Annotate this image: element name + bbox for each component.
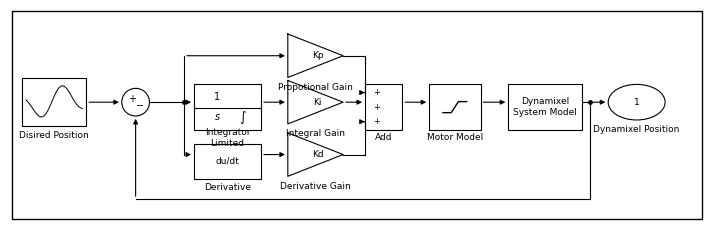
- Text: s: s: [215, 112, 220, 122]
- Text: Dynamixel Position: Dynamixel Position: [594, 125, 680, 134]
- Text: Disired Position: Disired Position: [19, 131, 89, 140]
- Text: Ki: Ki: [313, 98, 322, 107]
- Ellipse shape: [608, 84, 665, 120]
- Polygon shape: [288, 80, 343, 124]
- Text: Integrator
Limited: Integrator Limited: [205, 128, 251, 148]
- Circle shape: [122, 88, 150, 116]
- Text: Integral Gain: Integral Gain: [286, 129, 345, 138]
- Text: 1: 1: [634, 98, 639, 107]
- Bar: [22, 79, 86, 126]
- Text: +: +: [127, 94, 136, 104]
- Text: Propotional Gain: Propotional Gain: [278, 83, 353, 92]
- Text: Derivative: Derivative: [204, 183, 251, 192]
- Text: +: +: [372, 117, 379, 126]
- Text: +: +: [372, 88, 379, 97]
- Text: +: +: [372, 103, 379, 112]
- Bar: [508, 84, 582, 130]
- Bar: [194, 84, 261, 130]
- Text: Motor Model: Motor Model: [426, 133, 483, 142]
- Text: −: −: [135, 101, 144, 111]
- Bar: [12, 11, 702, 219]
- Bar: [429, 84, 481, 130]
- Text: Derivative Gain: Derivative Gain: [280, 182, 351, 191]
- Text: ∫: ∫: [239, 111, 246, 124]
- Polygon shape: [288, 133, 343, 176]
- Text: du/dt: du/dt: [216, 157, 239, 166]
- Bar: [194, 144, 261, 179]
- Text: Add: Add: [375, 133, 392, 142]
- Text: Kd: Kd: [312, 150, 323, 159]
- Polygon shape: [288, 34, 343, 77]
- Text: Dynamixel
System Model: Dynamixel System Model: [513, 97, 577, 117]
- Text: Kp: Kp: [312, 51, 323, 60]
- Text: 1: 1: [214, 92, 221, 102]
- Bar: [365, 84, 402, 130]
